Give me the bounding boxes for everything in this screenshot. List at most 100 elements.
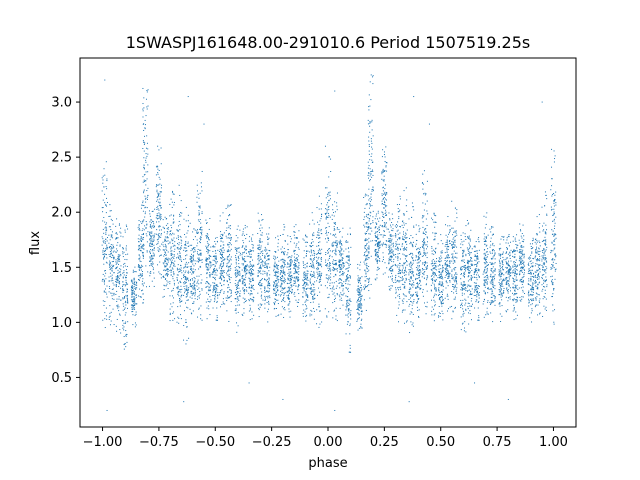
data-point bbox=[326, 315, 328, 317]
data-point bbox=[273, 290, 275, 292]
data-point bbox=[101, 177, 103, 179]
data-point bbox=[313, 275, 315, 277]
data-point bbox=[108, 247, 110, 249]
data-point bbox=[372, 174, 374, 176]
data-point bbox=[181, 288, 183, 290]
data-point bbox=[199, 249, 201, 251]
data-point bbox=[412, 274, 414, 276]
data-point bbox=[395, 291, 397, 293]
data-point bbox=[284, 271, 286, 273]
data-point bbox=[103, 278, 105, 280]
data-point bbox=[350, 300, 352, 302]
data-point bbox=[206, 251, 208, 253]
data-point bbox=[370, 171, 372, 173]
data-point bbox=[290, 258, 292, 260]
data-point bbox=[391, 260, 393, 262]
data-point bbox=[392, 230, 394, 232]
data-point bbox=[377, 254, 379, 256]
data-point bbox=[106, 180, 108, 182]
data-point bbox=[159, 249, 161, 251]
data-point bbox=[298, 230, 300, 232]
data-point bbox=[382, 256, 384, 258]
data-point bbox=[173, 284, 175, 286]
data-point bbox=[193, 285, 195, 287]
data-point bbox=[313, 310, 315, 312]
data-point bbox=[228, 277, 230, 279]
data-point bbox=[165, 245, 167, 247]
data-point bbox=[234, 298, 236, 300]
data-point bbox=[238, 263, 240, 265]
data-point bbox=[403, 246, 405, 248]
data-point bbox=[194, 278, 196, 280]
data-point bbox=[333, 263, 335, 265]
data-point bbox=[208, 254, 210, 256]
data-point bbox=[142, 103, 144, 105]
data-point bbox=[397, 243, 399, 245]
data-point bbox=[244, 281, 246, 283]
data-point bbox=[313, 267, 315, 269]
data-point bbox=[289, 282, 291, 284]
data-point bbox=[366, 203, 368, 205]
data-point bbox=[260, 251, 262, 253]
data-point bbox=[149, 260, 151, 262]
data-point bbox=[112, 244, 114, 246]
data-point bbox=[408, 272, 410, 274]
data-point bbox=[366, 262, 368, 264]
data-point bbox=[371, 170, 373, 172]
data-point bbox=[250, 298, 252, 300]
data-point bbox=[281, 292, 283, 294]
data-point bbox=[388, 240, 390, 242]
data-point bbox=[296, 272, 298, 274]
data-point bbox=[418, 270, 420, 272]
data-point bbox=[370, 283, 372, 285]
data-point bbox=[228, 260, 230, 262]
data-point bbox=[415, 224, 417, 226]
data-point bbox=[179, 249, 181, 251]
data-point bbox=[125, 276, 127, 278]
data-point bbox=[384, 243, 386, 245]
data-point bbox=[127, 283, 129, 285]
data-point bbox=[249, 280, 251, 282]
data-point bbox=[374, 218, 376, 220]
data-point bbox=[264, 264, 266, 266]
data-point bbox=[214, 267, 216, 269]
data-point bbox=[262, 273, 264, 275]
data-point bbox=[390, 226, 392, 228]
data-point bbox=[250, 270, 252, 272]
data-point bbox=[236, 286, 238, 288]
data-point bbox=[384, 272, 386, 274]
data-point bbox=[190, 312, 192, 314]
data-point bbox=[267, 255, 269, 256]
data-point bbox=[392, 244, 394, 246]
data-point bbox=[374, 250, 376, 252]
data-point bbox=[163, 255, 165, 257]
data-point bbox=[172, 218, 174, 220]
data-point bbox=[356, 308, 358, 310]
data-point bbox=[340, 247, 342, 249]
data-point bbox=[305, 308, 307, 310]
data-point bbox=[404, 235, 406, 237]
data-point bbox=[415, 255, 417, 256]
data-point bbox=[266, 263, 268, 265]
data-point bbox=[257, 248, 259, 250]
data-point bbox=[135, 282, 137, 284]
data-point bbox=[221, 260, 223, 262]
data-point bbox=[169, 258, 171, 260]
data-point bbox=[126, 265, 128, 267]
data-point bbox=[313, 258, 315, 260]
data-point bbox=[118, 271, 120, 273]
data-point bbox=[318, 228, 320, 230]
data-point bbox=[266, 280, 268, 282]
data-point bbox=[220, 270, 222, 272]
data-point bbox=[144, 225, 146, 227]
data-point bbox=[237, 304, 239, 306]
data-point bbox=[309, 278, 311, 280]
data-point bbox=[303, 257, 305, 259]
data-point bbox=[189, 284, 191, 286]
data-point bbox=[369, 205, 371, 207]
data-point bbox=[280, 278, 282, 280]
data-point bbox=[176, 237, 178, 239]
data-point bbox=[316, 269, 318, 271]
data-point bbox=[105, 186, 107, 188]
data-point bbox=[391, 272, 393, 274]
